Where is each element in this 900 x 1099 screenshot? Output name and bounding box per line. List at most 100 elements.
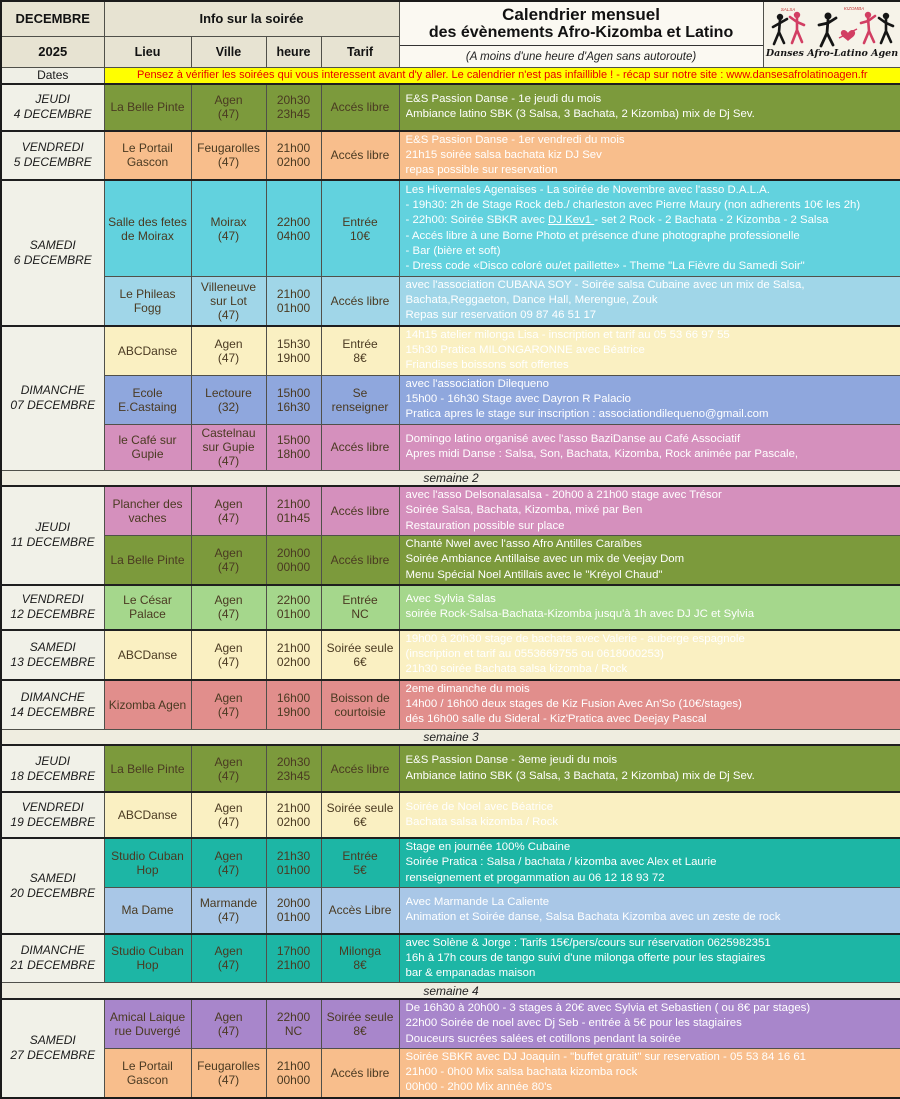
- price-line: NC: [351, 607, 369, 622]
- description-line: Avec Marmande La Caliente: [405, 895, 550, 908]
- table-row: JEUDI 4 DECEMBRE La Belle Pinte Agen (47) …: [0, 82, 900, 131]
- event-venue: Ecole E.Castaing: [103, 374, 192, 425]
- event-description: Soirée SBKR avec DJ Joaquin - "buffet gr…: [398, 1047, 900, 1099]
- event-description: Avec Sylvia Salas soirée Rock-Salsa-Bach…: [398, 583, 900, 631]
- price-line: Soirée seule: [326, 640, 394, 655]
- description-line: Pratica apres le stage sur inscription :…: [405, 408, 769, 421]
- day-name: SAMEDI: [29, 870, 76, 885]
- event-time: 16h00 19h00: [265, 678, 322, 730]
- price-line: Accés libre: [330, 761, 390, 776]
- price-line: courtoisie: [334, 704, 386, 719]
- event-time: 20h30 23h45: [265, 82, 322, 131]
- header-row-2: 2025 Lieu Ville heure Tarif: [0, 35, 900, 69]
- description-line: Stage en journée 100% Cubaine: [405, 841, 571, 854]
- price-line: Soirée seule: [326, 1009, 394, 1024]
- time-start: 22h00: [276, 214, 311, 229]
- city-name: Agen: [214, 545, 243, 560]
- description-line: - Bar (bière et soft): [405, 244, 501, 257]
- city-name: Agen: [214, 336, 243, 351]
- city-dept: (47): [217, 704, 240, 719]
- description-line: renseignement et progammation au 06 12 1…: [405, 871, 665, 884]
- header-row-1: DECEMBRE Info sur la soirée Calendrier m…: [0, 0, 900, 68]
- city-dept: (47): [217, 815, 240, 830]
- event-time: 22h00 NC: [265, 997, 322, 1049]
- event-description: 2eme dimanche du mois 14h00 / 16h00 deux…: [398, 678, 900, 730]
- description-line: Repas sur reservation 09 87 46 51 17: [405, 309, 597, 322]
- city-name: Agen: [214, 640, 243, 655]
- city-name: Agen: [214, 593, 243, 608]
- event-price: Accés libre: [320, 534, 400, 586]
- event-venue: Ma Dame: [103, 887, 192, 935]
- time-end: 01h00: [276, 863, 311, 878]
- event-city: Marmande (47): [190, 887, 267, 935]
- event-price: Entrée 10€: [320, 179, 400, 277]
- description-line: soirée Rock-Salsa-Bachata-Kizomba jusqu'…: [405, 608, 755, 621]
- week-separator-label: semaine 2: [0, 469, 900, 487]
- warning-banner: Pensez à vérifier les soirées qui vous i…: [103, 67, 900, 84]
- city-dept: (47): [217, 958, 240, 973]
- price-line: 8€: [353, 350, 367, 365]
- event-city: Agen (47): [190, 324, 267, 376]
- time-start: 22h00: [276, 593, 311, 608]
- time-end: 23h45: [276, 768, 311, 783]
- description-line: 15h00 - 16h30 Stage avec Dayron R Palaci…: [405, 392, 631, 405]
- city-dept: (47): [217, 307, 240, 322]
- event-venue: ABCDanse: [103, 324, 192, 376]
- city-name: Agen: [214, 690, 243, 705]
- day-date: 6 DECEMBRE: [13, 253, 92, 268]
- city-dept: (47): [217, 511, 240, 525]
- description-line: 14h15 atelier milonga Lisa - inscription…: [405, 328, 730, 341]
- time-end: 23h45: [276, 107, 311, 121]
- day-name: SAMEDI: [29, 1033, 76, 1048]
- description-line: Apres midi Danse : Salsa, Son, Bachata, …: [405, 448, 799, 461]
- price-line: 5€: [353, 863, 367, 878]
- day-name: DIMANCHE: [20, 689, 85, 704]
- time-end: 21h00: [276, 958, 311, 973]
- city-dept: (47): [217, 910, 240, 925]
- description-line: - Dress code «Disco coloré ou/et paillet…: [405, 260, 805, 273]
- description-line: Soirée SBKR avec DJ Joaquin - "buffet gr…: [405, 1050, 806, 1063]
- date-cell: SAMEDI 27 DECEMBRE: [0, 997, 105, 1099]
- event-description: Soirée de Noel avec Béatrice Bachata sal…: [398, 791, 900, 839]
- event-venue: Studio Cuban Hop: [103, 932, 192, 984]
- week-separator: semaine 4: [0, 982, 900, 1000]
- table-row: VENDREDI 12 DECEMBRE Le César Palace Agen…: [0, 583, 900, 631]
- event-venue: ABCDanse: [103, 791, 192, 839]
- event-city: Agen (47): [190, 791, 267, 839]
- day-date: 14 DECEMBRE: [10, 704, 96, 719]
- description-line: avec l'association CUBANA SOY - Soirée s…: [405, 278, 805, 291]
- week-separator: semaine 2: [0, 469, 900, 487]
- day-name: SAMEDI: [29, 639, 76, 654]
- description-line: Friandises boissons soft offertes: [405, 359, 569, 372]
- description-line: 15h30 Pratica MILONGARONNE avec Béatrice: [405, 344, 645, 357]
- event-city: Feugarolles (47): [190, 129, 267, 181]
- description-line: Animation et Soirée danse, Salsa Bachata…: [405, 911, 781, 924]
- description-line: Bachata,Reggaeton, Dance Hall, Merengue,…: [405, 294, 658, 307]
- event-description: 19h00 à 20h30 stage de bachata avec Vale…: [398, 628, 900, 681]
- price-line: Entrée: [342, 336, 378, 351]
- event-price: Accés libre: [320, 1047, 400, 1099]
- dancer-pink-2-icon: [859, 11, 876, 45]
- date-cell: SAMEDI 13 DECEMBRE: [0, 628, 105, 681]
- price-line: Entrée: [342, 593, 378, 608]
- time-start: 15h00: [276, 385, 311, 400]
- table-row: JEUDI 18 DECEMBRE La Belle Pinte Agen (47)…: [0, 744, 900, 793]
- day-name: VENDREDI: [21, 592, 84, 607]
- time-end: 01h00: [276, 910, 311, 925]
- day-name: SAMEDI: [29, 238, 76, 253]
- description-line: 21h30 soirée Bachata salsa kizomba / Roc…: [405, 663, 628, 676]
- day-date: 13 DECEMBRE: [10, 654, 96, 669]
- date-cell: JEUDI 4 DECEMBRE: [0, 82, 105, 131]
- logo-script-text: Danses Afro-Latino Agen: [764, 48, 897, 59]
- description-line: Menu Spécial Noel Antillais avec le "Kré…: [405, 568, 663, 581]
- event-time: 15h30 19h00: [265, 324, 322, 376]
- price-line: Accés libre: [330, 552, 390, 567]
- event-price: Accés libre: [320, 82, 400, 131]
- column-header-heure: heure: [265, 35, 322, 69]
- price-line: 6€: [353, 654, 367, 669]
- logo-background: [764, 3, 900, 61]
- event-description: Stage en journée 100% Cubaine Soirée Pra…: [398, 837, 900, 889]
- table-row: VENDREDI 5 DECEMBRE Le Portail Gascon Feu…: [0, 129, 900, 181]
- column-header-ville: Ville: [190, 35, 267, 69]
